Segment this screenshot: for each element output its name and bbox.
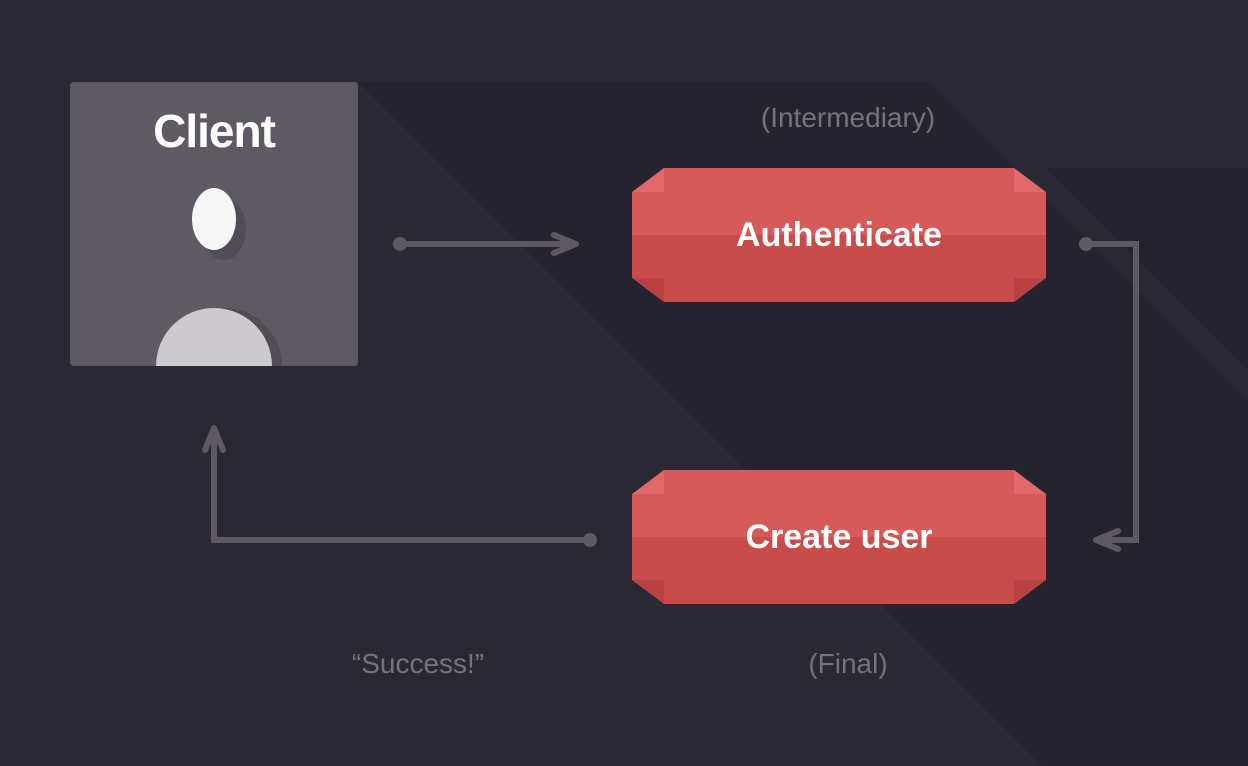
annotation-final: (Final) bbox=[808, 648, 887, 680]
create-user-node: Create user bbox=[632, 470, 1046, 604]
user-icon bbox=[70, 82, 358, 366]
authenticate-label: Authenticate bbox=[736, 216, 942, 255]
annotation-intermediary: (Intermediary) bbox=[761, 102, 935, 134]
diagram-stage: Client Authenticate Create user (Interme… bbox=[0, 0, 1248, 766]
authenticate-node: Authenticate bbox=[632, 168, 1046, 302]
create-user-label: Create user bbox=[745, 518, 932, 557]
annotation-success: “Success!” bbox=[352, 648, 484, 680]
client-node: Client bbox=[70, 82, 358, 366]
